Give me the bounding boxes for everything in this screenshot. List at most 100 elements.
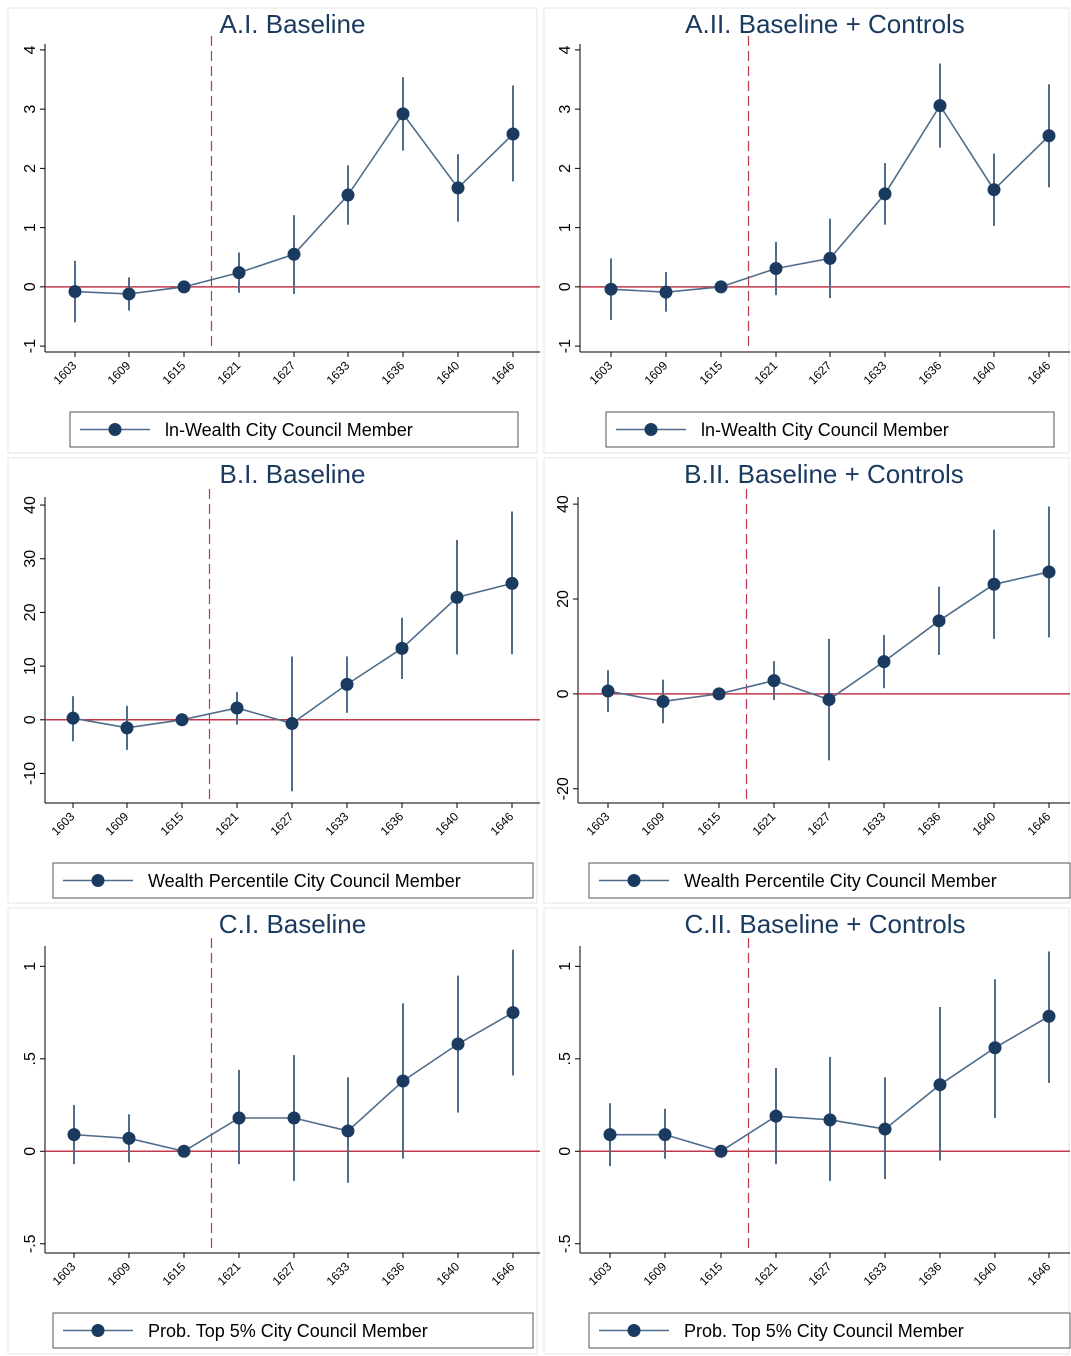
legend: ln-Wealth City Council Member [69, 411, 519, 448]
data-point [451, 181, 465, 195]
y-tick-label: .5 [22, 1052, 39, 1065]
data-point [601, 684, 615, 698]
x-tick-label: 1640 [970, 358, 999, 387]
chart-title: A.II. Baseline + Controls [685, 9, 965, 39]
panel-frame [543, 7, 1070, 454]
data-point [769, 1109, 783, 1123]
data-point [340, 677, 354, 691]
data-point [68, 285, 82, 299]
x-tick-label: 1609 [641, 1259, 670, 1288]
data-point [232, 266, 246, 280]
data-point [604, 282, 618, 296]
y-tick-label: 0 [555, 689, 572, 698]
x-tick-label: 1636 [915, 809, 944, 838]
data-point [341, 188, 355, 202]
data-point [175, 713, 189, 727]
x-tick-label: 1646 [1025, 358, 1054, 387]
x-tick-label: 1627 [806, 358, 835, 387]
x-tick-label: 1621 [750, 809, 779, 838]
legend-marker-icon [91, 1324, 105, 1337]
y-tick-label: 0 [22, 282, 39, 291]
x-tick-label: 1640 [971, 1259, 1000, 1288]
legend-box [588, 862, 1071, 899]
data-point [714, 1144, 728, 1158]
x-tick-label: 1646 [1025, 1259, 1054, 1288]
x-tick-label: 1609 [105, 358, 134, 387]
data-point [823, 1113, 837, 1127]
y-tick-label: .5 [557, 1052, 574, 1065]
data-point [396, 1074, 410, 1088]
data-point [1042, 565, 1056, 579]
y-tick-label: 0 [557, 282, 574, 291]
legend-label: Wealth Percentile City Council Member [148, 871, 461, 891]
x-tick-label: 1621 [752, 358, 781, 387]
y-tick-label: 0 [22, 715, 39, 724]
y-tick-label: 4 [557, 45, 574, 54]
y-tick-label: 0 [22, 1147, 39, 1156]
y-tick-label: -1 [557, 339, 574, 353]
x-tick-label: 1603 [49, 809, 78, 838]
x-tick-label: 1615 [695, 809, 724, 838]
data-point [341, 1124, 355, 1138]
legend-box [588, 1312, 1071, 1349]
y-tick-label: -.5 [557, 1234, 574, 1253]
chart-title: B.I. Baseline [220, 459, 366, 489]
y-tick-label: 2 [22, 164, 39, 173]
panel-a-ii: A.II. Baseline + Controls -1 0 1 2 3 4 1603 1609… [543, 7, 1070, 454]
y-tick-label: 0 [557, 1147, 574, 1156]
y-tick-label: 1 [557, 962, 574, 971]
legend-box [52, 1312, 534, 1349]
data-point [177, 280, 191, 294]
x-tick-label: 1609 [639, 809, 668, 838]
chart-title: C.I. Baseline [219, 909, 366, 939]
y-tick-label: 4 [22, 45, 39, 54]
x-tick-label: 1633 [861, 1259, 890, 1288]
y-tick-label: -1 [22, 339, 39, 353]
chart-title: B.II. Baseline + Controls [684, 459, 964, 489]
data-point [450, 590, 464, 604]
y-tick-label: -10 [22, 762, 39, 785]
data-point [120, 721, 134, 735]
x-tick-label: 1609 [105, 1259, 134, 1288]
x-tick-label: 1621 [215, 358, 244, 387]
legend: Wealth Percentile City Council Member [52, 862, 534, 899]
x-tick-label: 1636 [379, 358, 408, 387]
data-point [932, 614, 946, 628]
x-tick-label: 1633 [861, 358, 890, 387]
legend-label: Wealth Percentile City Council Member [684, 871, 997, 891]
y-tick-label: 1 [557, 223, 574, 232]
data-point [823, 251, 837, 265]
x-tick-label: 1627 [806, 1259, 835, 1288]
legend-marker-icon [91, 874, 105, 887]
data-point [506, 127, 520, 141]
panel-frame [7, 7, 538, 454]
x-tick-label: 1609 [642, 358, 671, 387]
legend: Wealth Percentile City Council Member [588, 862, 1071, 899]
data-point [232, 1111, 246, 1125]
x-tick-label: 1627 [270, 1259, 299, 1288]
data-point [877, 655, 891, 669]
x-tick-label: 1633 [324, 358, 353, 387]
data-point [230, 701, 244, 715]
panel-c-ii: C.II. Baseline + Controls -.5 0 .5 1 1603 1609… [543, 907, 1071, 1355]
x-tick-label: 1646 [489, 1259, 518, 1288]
x-tick-label: 1646 [488, 809, 517, 838]
data-point [767, 674, 781, 688]
data-point [122, 287, 136, 301]
data-point [712, 687, 726, 701]
x-tick-label: 1636 [916, 358, 945, 387]
chart-title: C.II. Baseline + Controls [684, 909, 965, 939]
data-point [714, 280, 728, 294]
panel-b-ii: B.II. Baseline + Controls -20 0 20 40 1603 160… [543, 457, 1071, 904]
data-point [933, 1078, 947, 1092]
x-tick-label: 1603 [587, 358, 616, 387]
x-tick-label: 1633 [324, 1259, 353, 1288]
x-tick-label: 1627 [268, 809, 297, 838]
chart-title: A.I. Baseline [220, 9, 366, 39]
data-point [122, 1131, 136, 1145]
legend-marker-icon [108, 423, 122, 436]
x-tick-label: 1603 [50, 1259, 79, 1288]
data-point [395, 641, 409, 655]
data-point [505, 576, 519, 590]
